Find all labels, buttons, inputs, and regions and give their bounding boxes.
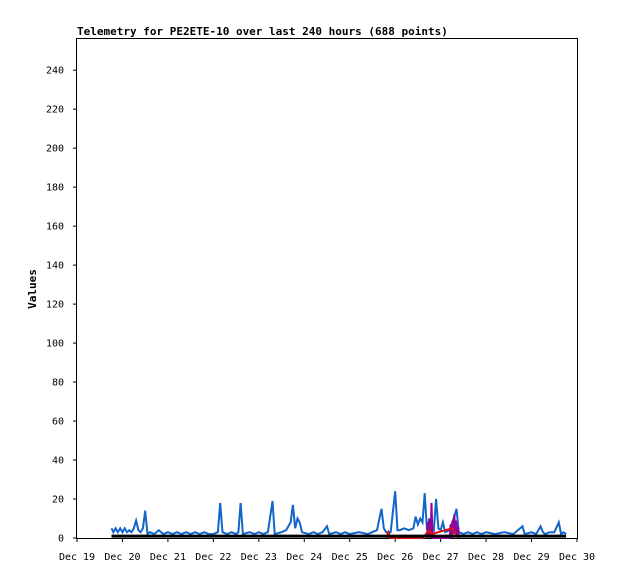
y-tick-label: 140 [46, 261, 64, 272]
y-tick-label: 80 [52, 378, 64, 389]
chart-title: Telemetry for PE2ETE-10 over last 240 ho… [77, 25, 448, 38]
x-tick-label: Dec 20 [104, 552, 140, 563]
series-line-2 [426, 502, 460, 539]
y-tick-label: 20 [52, 495, 64, 506]
y-axis: 0 20 40 60 80 100 120 140 160 180 200 220 240 [46, 66, 77, 545]
y-tick-label: 120 [46, 300, 64, 311]
y-tick-label: 0 [58, 534, 64, 545]
series-layer [110, 491, 567, 539]
x-tick-label: Dec 22 [195, 552, 231, 563]
x-tick-label: Dec 25 [332, 552, 368, 563]
y-axis-label: Values [26, 269, 39, 309]
series-line-3 [385, 527, 460, 539]
y-tick-label: 200 [46, 144, 64, 155]
y-tick-label: 100 [46, 339, 64, 350]
x-tick-label: Dec 29 [513, 552, 549, 563]
y-tick-label: 40 [52, 456, 64, 467]
x-tick-label: Dec 28 [468, 552, 504, 563]
x-tick-label: Dec 27 [423, 552, 459, 563]
x-axis: Dec 19 Dec 20 Dec 21 Dec 22 Dec 23 Dec 24 Dec … [59, 538, 595, 563]
x-tick-label: Dec 19 [59, 552, 95, 563]
plot-frame [76, 38, 578, 539]
x-tick-label: Dec 24 [286, 552, 322, 563]
y-tick-label: 180 [46, 183, 64, 194]
y-tick-label: 240 [46, 66, 64, 77]
x-tick-label: Dec 21 [150, 552, 186, 563]
x-tick-label: Dec 23 [241, 552, 277, 563]
y-tick-label: 220 [46, 105, 64, 116]
series-line-1 [110, 491, 567, 537]
y-tick-label: 160 [46, 222, 64, 233]
x-tick-label: Dec 30 [559, 552, 595, 563]
x-tick-label: Dec 26 [377, 552, 413, 563]
y-tick-label: 60 [52, 417, 64, 428]
